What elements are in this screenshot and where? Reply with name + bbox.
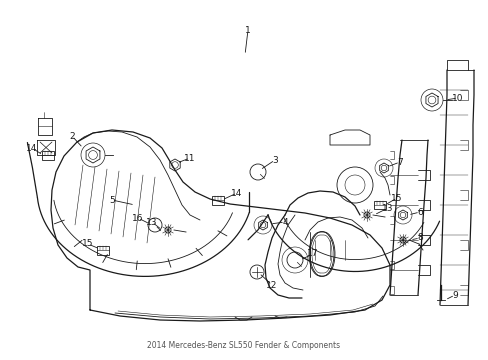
Text: 5: 5: [109, 195, 115, 204]
Text: 12: 12: [266, 280, 277, 289]
Text: 11: 11: [184, 153, 195, 162]
Text: 14: 14: [231, 189, 242, 198]
Text: 15: 15: [390, 194, 402, 202]
Text: 3: 3: [271, 156, 277, 165]
Text: 10: 10: [451, 94, 463, 103]
Text: 13: 13: [382, 203, 393, 212]
Text: 17: 17: [306, 249, 318, 258]
Text: 2: 2: [69, 131, 75, 140]
Text: 6: 6: [416, 207, 422, 216]
Text: 14: 14: [26, 144, 38, 153]
Text: 7: 7: [396, 158, 402, 166]
Text: 8: 8: [416, 234, 422, 243]
Text: 1: 1: [244, 26, 250, 35]
Text: 2014 Mercedes-Benz SL550 Fender & Components: 2014 Mercedes-Benz SL550 Fender & Compon…: [147, 341, 340, 350]
Text: 4: 4: [282, 217, 287, 226]
Text: 15: 15: [82, 239, 94, 248]
Text: 16: 16: [132, 213, 143, 222]
Text: 13: 13: [146, 217, 158, 226]
Text: 9: 9: [451, 291, 457, 300]
